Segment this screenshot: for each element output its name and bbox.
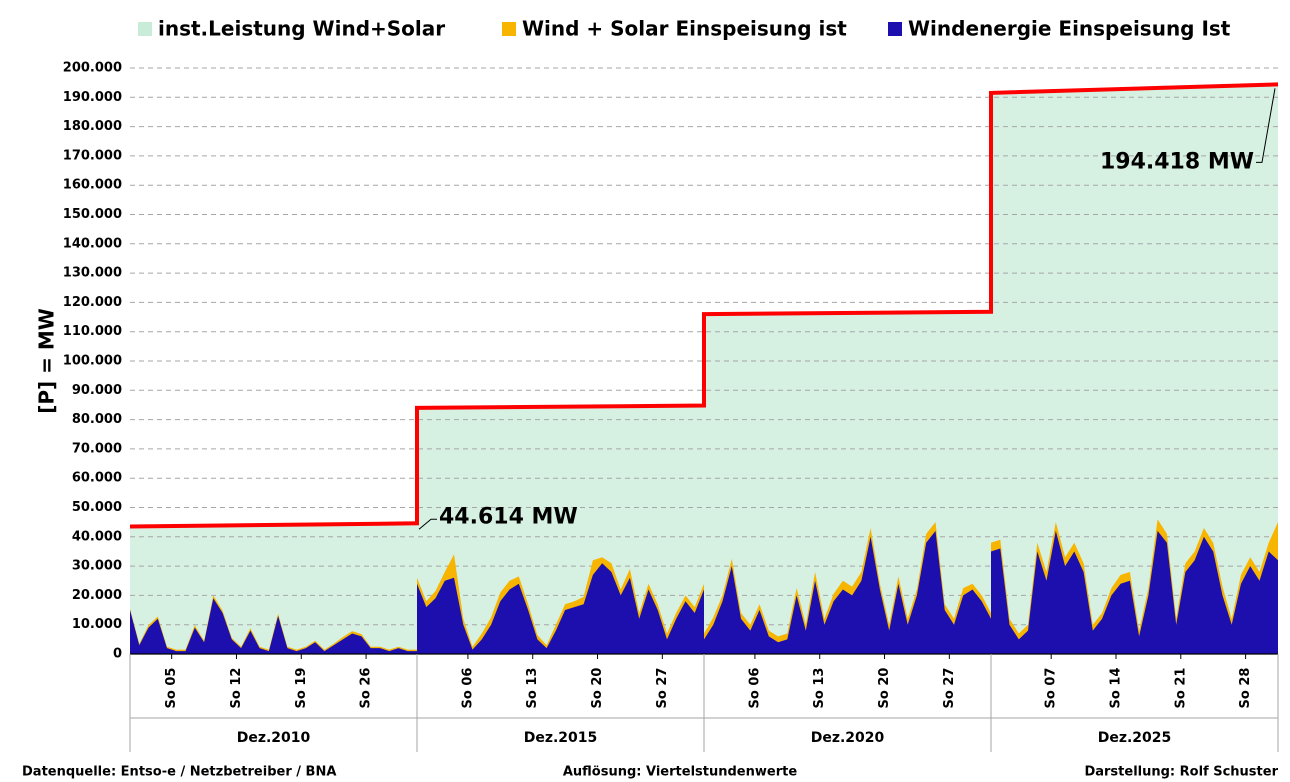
x-tick-label: So 13	[525, 668, 540, 709]
area	[991, 530, 1278, 654]
y-tick-label: 200.000	[63, 61, 122, 76]
group-label: Dez.2015	[524, 730, 598, 746]
y-tick-label: 0	[113, 647, 122, 662]
y-tick-label: 100.000	[63, 354, 122, 369]
capacity-line	[129, 82, 1279, 529]
legend-label: Windenergie Einspeisung Ist	[908, 17, 1231, 41]
y-tick-label: 10.000	[72, 617, 122, 632]
legend-swatch	[502, 22, 516, 36]
annotation: 194.418 MW	[1100, 149, 1254, 174]
y-tick-label: 120.000	[63, 295, 122, 310]
annotation-leader	[418, 518, 437, 530]
x-tick-label: So 27	[655, 668, 670, 709]
legend-label: Wind + Solar Einspeisung ist	[522, 17, 847, 41]
x-tick-label: So 27	[942, 668, 957, 709]
footer-source: Datenquelle: Entso-e / Netzbetreiber / B…	[22, 765, 336, 780]
footer-resolution: Auflösung: Viertelstundenwerte	[563, 765, 797, 780]
x-tick-label: So 14	[1108, 668, 1123, 709]
y-tick-label: 60.000	[72, 471, 122, 486]
x-tick-label: So 13	[812, 668, 827, 709]
x-tick-label: So 06	[747, 668, 762, 709]
legend-swatch	[888, 22, 902, 36]
x-tick-label: So 26	[359, 668, 374, 709]
annotation: 44.614 MW	[439, 504, 578, 529]
x-tick-label: So 21	[1173, 668, 1188, 709]
y-tick-label: 190.000	[63, 90, 122, 105]
x-tick-label: So 12	[229, 668, 244, 709]
x-tick-label: So 07	[1044, 668, 1059, 709]
y-tick-label: 140.000	[63, 236, 122, 251]
y-tick-label: 80.000	[72, 412, 122, 427]
legend-label: inst.Leistung Wind+Solar	[158, 17, 445, 41]
area	[417, 563, 704, 654]
area	[130, 598, 417, 654]
footer-author: Darstellung: Rolf Schuster	[1084, 765, 1278, 780]
legend-swatch	[138, 22, 152, 36]
area	[704, 530, 991, 654]
x-tick-label: So 20	[590, 668, 605, 709]
x-tick-label: So 28	[1238, 668, 1253, 709]
y-tick-label: 170.000	[63, 148, 122, 163]
y-tick-label: 90.000	[72, 383, 122, 398]
x-tick-label: So 20	[877, 668, 892, 709]
y-axis-label: [P] = MW	[35, 308, 59, 414]
y-tick-label: 180.000	[63, 119, 122, 134]
x-tick-label: So 19	[294, 668, 309, 709]
y-tick-label: 20.000	[72, 588, 122, 603]
y-tick-label: 110.000	[63, 324, 122, 339]
group-label: Dez.2020	[811, 730, 885, 746]
y-tick-label: 30.000	[72, 559, 122, 574]
group-label: Dez.2010	[237, 730, 311, 746]
y-tick-label: 150.000	[63, 207, 122, 222]
group-label: Dez.2025	[1098, 730, 1172, 746]
y-tick-label: 40.000	[72, 529, 122, 544]
y-tick-label: 50.000	[72, 500, 122, 515]
x-tick-label: So 06	[460, 668, 475, 709]
annotation-leader	[1256, 88, 1276, 163]
y-tick-label: 130.000	[63, 266, 122, 281]
y-tick-label: 70.000	[72, 441, 122, 456]
y-tick-label: 160.000	[63, 178, 122, 193]
x-tick-label: So 05	[164, 668, 179, 709]
